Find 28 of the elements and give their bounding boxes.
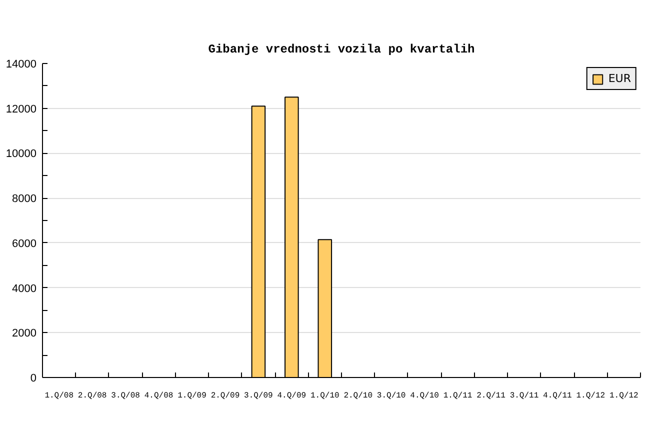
x-tick-label: 2.Q/08	[78, 392, 107, 400]
y-tick-label: 14000	[6, 58, 37, 70]
y-tick-label: 8000	[12, 193, 37, 206]
x-tick-label: 2.Q/10	[344, 392, 373, 400]
x-tick-label: 3.Q/08	[111, 392, 140, 400]
x-tick-label: 3.Q/09	[244, 392, 274, 400]
x-tick-label: 1.Q/12	[609, 392, 638, 400]
x-tick-label: 2.Q/11	[476, 392, 506, 400]
x-tick-label: 3.Q/10	[376, 392, 406, 400]
x-tick-label: 1.Q/10	[310, 392, 340, 400]
y-tick-label: 0	[30, 372, 37, 384]
chart-title: Gibanje vrednosti vozila po kvartalih	[208, 42, 475, 56]
y-tick-label: 2000	[12, 328, 37, 340]
x-tick-label: 1.Q/08	[44, 392, 74, 400]
legend-label: EUR	[608, 72, 631, 85]
x-tick-label: 1.Q/12	[576, 392, 606, 400]
y-tick-label: 12000	[6, 103, 37, 116]
x-tick-label: 2.Q/09	[210, 392, 240, 400]
y-tick-label: 4000	[12, 282, 37, 295]
x-tick-label: 4.Q/08	[144, 392, 174, 400]
x-tick-label: 4.Q/10	[410, 392, 440, 400]
y-tick-label: 10000	[6, 148, 37, 160]
y-tick-label: 6000	[12, 238, 37, 250]
x-tick-label: 3.Q/11	[510, 392, 539, 400]
x-tick-label: 1.Q/11	[443, 392, 472, 400]
x-tick-label: 1.Q/09	[178, 392, 207, 400]
x-tick-label: 4.Q/11	[543, 392, 572, 400]
x-tick-label: 4.Q/09	[277, 392, 306, 400]
